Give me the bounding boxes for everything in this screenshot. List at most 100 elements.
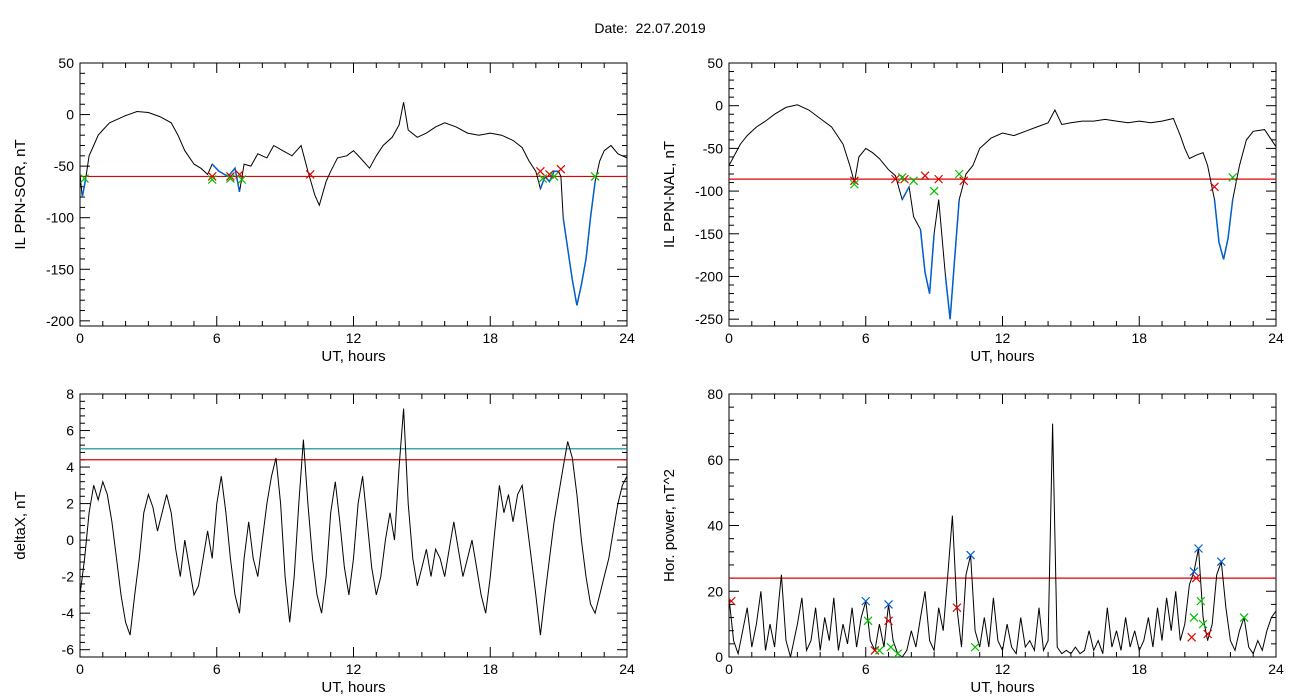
marker-blue xyxy=(861,596,871,606)
y-tick-label: 2 xyxy=(66,496,74,512)
x-axis-title: UT, hours xyxy=(321,348,385,365)
marker-blue xyxy=(966,550,976,560)
y-axis-title: IL PPN-SOR, nT xyxy=(12,139,29,249)
marker-stroke xyxy=(1194,544,1203,553)
marker-green xyxy=(80,174,89,183)
marker-green xyxy=(538,174,548,183)
marker-stroke xyxy=(890,174,900,184)
marker-stroke xyxy=(884,599,893,609)
marker-green xyxy=(849,179,859,189)
marker-stroke xyxy=(237,175,247,184)
marker-stroke xyxy=(226,174,235,183)
x-tick-label: 18 xyxy=(1131,330,1147,346)
marker-green xyxy=(237,175,247,184)
y-tick-label: 0 xyxy=(715,649,723,665)
marker-red xyxy=(1210,182,1219,192)
plot-frame xyxy=(79,62,628,327)
y-tick-label: 40 xyxy=(707,518,723,534)
marker-green xyxy=(1189,613,1199,622)
marker-red xyxy=(884,616,893,626)
y-tick-label: -2 xyxy=(62,569,75,585)
y-tick-label: -100 xyxy=(46,210,74,226)
x-tick-label: 6 xyxy=(213,330,221,346)
marker-stroke xyxy=(884,616,893,626)
marker-red xyxy=(556,164,566,174)
y-tick-label: 20 xyxy=(707,583,723,599)
marker-red xyxy=(226,172,235,181)
marker-red xyxy=(952,603,962,613)
marker-stroke xyxy=(954,169,964,179)
highlight-segment xyxy=(562,181,596,306)
chart-ppn-sor: 0 6 12 18 24 -200 -150 -100 -50 0 50 UT, hours IL PP… xyxy=(12,55,635,365)
x-tick-label: 0 xyxy=(725,661,733,677)
marker-stroke xyxy=(1210,182,1219,192)
y-tick-label: 6 xyxy=(66,423,74,439)
highlight-segment xyxy=(919,229,935,294)
y-tick-label: -200 xyxy=(46,313,74,329)
y-tick-label: 8 xyxy=(66,386,74,402)
x-axis-title: UT, hours xyxy=(970,679,1034,696)
x-tick-label: 6 xyxy=(862,330,870,346)
x-tick-label: 24 xyxy=(1268,330,1284,346)
marker-blue xyxy=(1189,567,1199,576)
plot-frame xyxy=(728,62,1277,327)
marker-green xyxy=(1239,613,1249,622)
marker-red xyxy=(959,176,969,186)
x-tick-label: 18 xyxy=(482,661,498,677)
x-tick-label: 12 xyxy=(346,661,362,677)
marker-green xyxy=(1198,619,1208,629)
marker-blue xyxy=(1216,557,1226,567)
x-tick-label: 24 xyxy=(1268,661,1284,677)
marker-stroke xyxy=(226,172,235,181)
marker-red xyxy=(1191,573,1201,583)
marker-red xyxy=(1187,632,1197,642)
marker-red xyxy=(545,169,554,179)
marker-stroke xyxy=(207,175,217,184)
marker-stroke xyxy=(1196,596,1206,606)
marker-stroke xyxy=(556,164,566,174)
marker-stroke xyxy=(970,642,980,652)
marker-stroke xyxy=(966,550,976,560)
chart-hor-power: 0 6 12 18 24 0 20 40 60 80 UT, hours Hor. power, nT… xyxy=(661,386,1284,696)
x-tick-label: 0 xyxy=(76,661,84,677)
marker-stroke xyxy=(590,172,600,181)
y-tick-label: 0 xyxy=(66,532,74,548)
marker-stroke xyxy=(538,174,548,183)
marker-red xyxy=(305,169,315,179)
y-axis-title: Hor. power, nT^2 xyxy=(661,469,678,582)
marker-green xyxy=(226,174,235,183)
highlight-segment xyxy=(944,199,960,320)
marker-stroke xyxy=(886,642,896,652)
marker-green xyxy=(954,169,964,179)
x-axis-title: UT, hours xyxy=(970,348,1034,365)
marker-stroke xyxy=(1239,613,1249,622)
y-tick-label: 80 xyxy=(707,386,723,402)
y-tick-label: -200 xyxy=(695,268,723,284)
marker-green xyxy=(207,175,217,184)
page-title: Date: 22.07.2019 xyxy=(594,20,706,36)
x-tick-label: 0 xyxy=(725,330,733,346)
y-tick-label: 4 xyxy=(66,459,74,475)
series-line xyxy=(729,423,1276,657)
x-tick-label: 6 xyxy=(862,661,870,677)
marker-stroke xyxy=(1189,613,1199,622)
y-tick-label: -50 xyxy=(54,158,74,174)
y-axis-title: deltaX, nT xyxy=(12,491,29,559)
marker-green xyxy=(909,176,919,186)
marker-stroke xyxy=(909,176,919,186)
y-tick-label: 50 xyxy=(58,55,74,71)
marker-red xyxy=(1203,629,1213,639)
marker-stroke xyxy=(1228,172,1238,182)
highlight-segment xyxy=(1213,199,1234,260)
x-tick-label: 6 xyxy=(213,661,221,677)
plot-area xyxy=(729,104,1276,320)
marker-stroke xyxy=(959,176,969,186)
plot-frame xyxy=(79,393,628,658)
marker-stroke xyxy=(849,179,859,189)
y-tick-label: 0 xyxy=(715,98,723,114)
x-tick-label: 18 xyxy=(1131,661,1147,677)
x-tick-label: 12 xyxy=(995,330,1011,346)
marker-stroke xyxy=(235,169,244,179)
